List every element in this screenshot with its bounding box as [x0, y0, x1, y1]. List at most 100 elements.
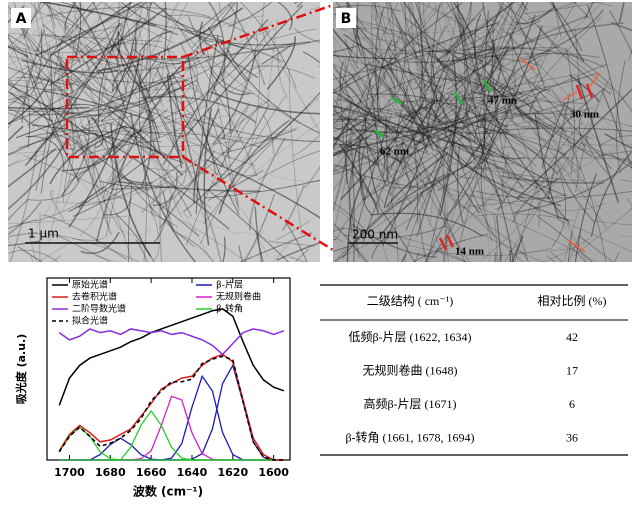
fiber: [431, 123, 484, 184]
fiber: [12, 100, 107, 117]
fiber: [46, 2, 222, 38]
fiber: [103, 107, 212, 209]
fiber: [239, 232, 313, 262]
fiber: [227, 2, 273, 28]
fiber: [546, 255, 556, 262]
fiber: [333, 54, 394, 71]
fiber: [139, 122, 148, 262]
legend-label: 拟合光谱: [72, 315, 108, 327]
fiber: [436, 114, 469, 148]
fiber: [159, 150, 215, 229]
fiber: [56, 2, 112, 142]
fiber: [437, 94, 590, 124]
fiber: [567, 231, 573, 262]
fiber: [233, 232, 285, 248]
fiber: [408, 2, 424, 106]
fiber: [426, 108, 460, 262]
fiber: [343, 28, 403, 172]
fiber: [483, 165, 491, 262]
legend-label: 二阶导数光谱: [72, 303, 126, 315]
fiber: [473, 2, 524, 143]
fiber: [31, 2, 75, 35]
fiber: [433, 31, 524, 48]
fiber: [333, 119, 381, 156]
panel-label-bg: [11, 8, 31, 28]
fiber: [430, 97, 447, 262]
fiber: [227, 104, 250, 160]
fiber: [164, 30, 271, 119]
fiber: [509, 250, 512, 262]
fiber: [402, 115, 568, 197]
fiber: [461, 73, 598, 99]
fiber: [452, 52, 600, 63]
fiber: [451, 162, 585, 182]
fiber: [356, 2, 359, 64]
fiber: [364, 2, 445, 98]
fiber: [522, 9, 605, 61]
fiber: [96, 2, 139, 27]
fiber: [8, 232, 38, 238]
fiber: [598, 134, 632, 148]
fiber: [506, 77, 611, 218]
fiber: [594, 220, 632, 226]
fiber: [465, 100, 477, 160]
fiber: [493, 52, 552, 94]
fiber: [436, 2, 516, 62]
fiber: [399, 84, 542, 160]
fiber: [146, 167, 258, 177]
fiber: [212, 48, 257, 145]
fiber: [162, 19, 269, 166]
fiber: [29, 2, 40, 14]
fiber: [573, 2, 591, 20]
fiber: [277, 48, 289, 99]
scale-bar-label: 200 nm: [352, 228, 398, 242]
fiber: [337, 244, 358, 262]
fiber: [457, 2, 483, 95]
fiber: [70, 4, 82, 155]
fiber: [461, 102, 571, 115]
fiber: [464, 63, 608, 129]
fiber: [631, 207, 632, 212]
fiber: [501, 95, 547, 115]
fiber: [62, 131, 136, 172]
fiber: [500, 107, 594, 128]
table-cell: 36: [566, 430, 578, 444]
fiber: [218, 185, 235, 216]
fiber: [523, 157, 631, 160]
fiber: [336, 227, 467, 262]
fiber: [86, 117, 195, 247]
fiber: [371, 83, 479, 167]
fiber: [386, 64, 480, 214]
fiber: [8, 46, 29, 58]
fiber: [333, 143, 351, 152]
fiber: [73, 41, 127, 100]
fiber: [445, 12, 507, 144]
fiber: [112, 63, 142, 92]
fiber: [8, 64, 35, 82]
fiber: [195, 2, 197, 3]
fiber: [559, 219, 632, 253]
table-header: 二级结构 ( cm⁻¹): [367, 293, 454, 308]
fiber: [483, 183, 541, 204]
fiber: [333, 63, 384, 125]
fiber: [165, 62, 203, 205]
fiber: [104, 104, 138, 114]
fiber: [383, 127, 428, 221]
fiber: [381, 137, 412, 184]
fiber: [491, 51, 511, 179]
fiber: [122, 126, 156, 154]
fiber: [270, 175, 320, 182]
fiber: [83, 133, 109, 226]
fiber: [614, 251, 620, 262]
fiber: [604, 133, 632, 149]
fiber: [333, 114, 362, 132]
fiber: [398, 2, 407, 90]
fiber: [436, 250, 468, 262]
fiber: [91, 29, 119, 190]
fiber: [36, 192, 54, 227]
fiber: [147, 39, 224, 108]
fiber: [8, 33, 33, 50]
fiber: [281, 184, 306, 232]
fiber: [103, 2, 157, 25]
fiber: [423, 2, 436, 50]
